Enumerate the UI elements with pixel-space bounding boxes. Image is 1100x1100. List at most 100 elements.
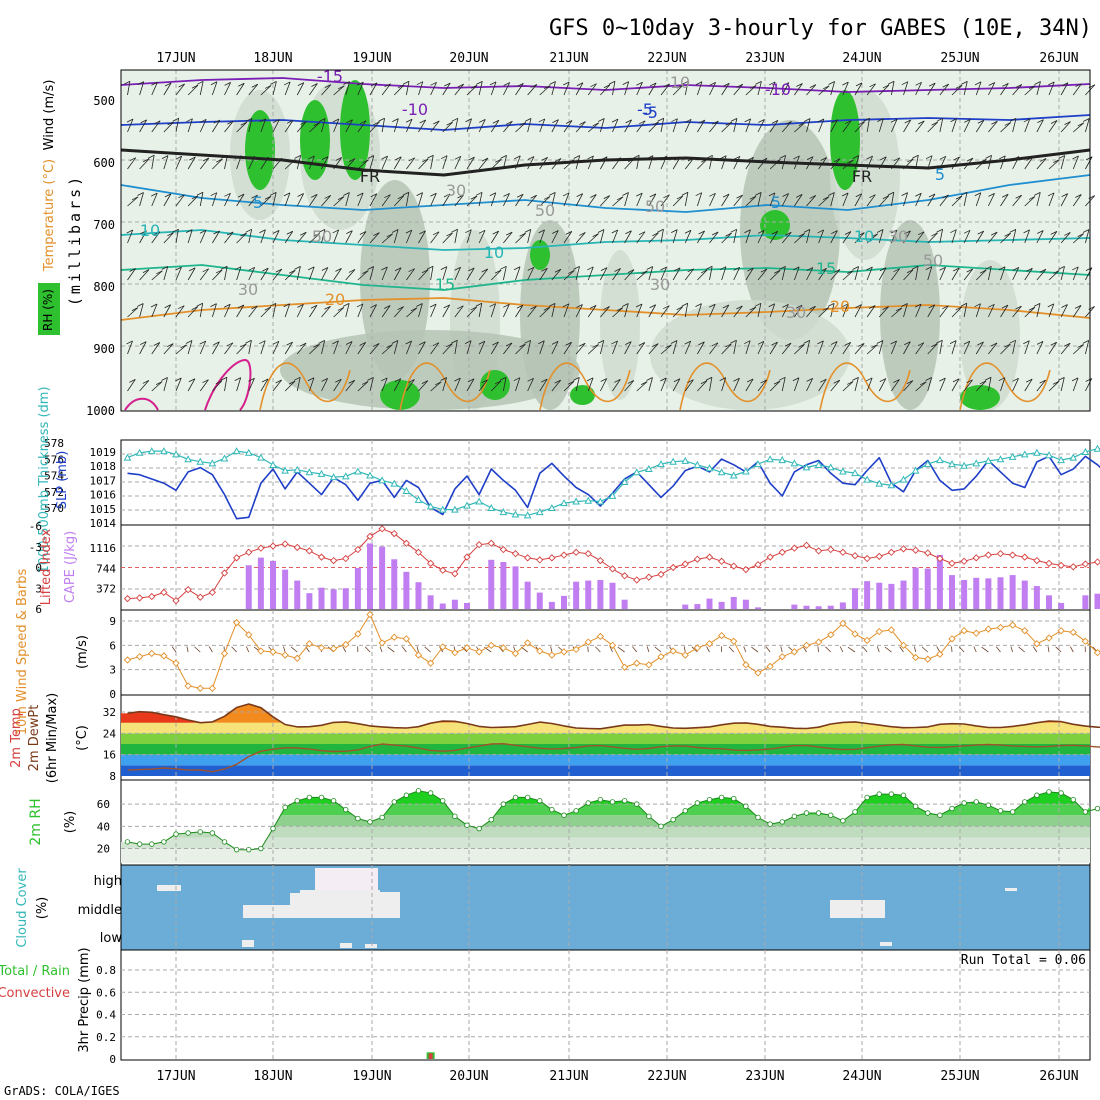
wind-barb-flag [383,305,391,309]
wind-barb [697,119,706,133]
li-marker [390,529,398,538]
wind-barb [927,266,933,281]
thickness-marker [984,456,993,464]
wind-barb-flag [164,193,172,198]
wind-barb [684,303,689,318]
wind-barb [842,381,854,392]
wind-barb-flag [681,191,689,196]
wind-barb-flag [516,304,524,309]
wind-barb [498,646,504,653]
rh-marker [888,791,895,797]
wind-barb-flag [332,229,339,234]
date-label: 23JUN [745,51,784,66]
wind-barb [163,82,172,96]
rh-marker [427,790,434,796]
wind-barb-flag [663,83,670,88]
wind-barb [563,231,573,244]
wind-barb [891,340,897,355]
wind-barb [818,118,825,133]
wind-barb [1072,305,1082,318]
wind-barb-flag [380,377,388,382]
wind-barb [393,229,399,244]
wind-barb [684,268,694,281]
contour-label: FR [360,167,380,186]
wind-barb [697,269,708,281]
cape-bar [815,606,822,609]
wind-barb-flag [925,155,933,160]
wind-barb-flag [397,306,404,310]
cape-bar [391,559,398,609]
li-marker [645,573,653,581]
wind-barb-flag [361,381,369,385]
upper-wind-barbs [123,80,1096,392]
wind-barb-flag [156,270,163,275]
precip-tick: 0.8 [96,964,116,977]
rh-marker [452,813,458,820]
wind-barb [817,646,820,653]
wind-barb [539,340,545,355]
wind-barb-flag [960,302,967,307]
wind-barb-flag [999,155,1006,160]
wind-marker [293,654,301,662]
wind-barb [854,155,860,170]
wind-marker [887,626,896,634]
wind-barb [866,344,878,355]
wind-barb [175,194,185,207]
minmax-label: (6hr Min/Max) [45,693,60,783]
rh-marker [476,825,482,832]
wind-barb [975,81,982,96]
wind-barb [806,340,811,355]
wind-barb [575,304,583,318]
wind-barb [951,195,963,207]
wind-barb [769,81,776,96]
rh-marker [488,816,494,823]
rh-marker [440,798,446,804]
wind-barb [284,159,296,170]
cape-bar [621,599,628,609]
wind-barb-flag [503,193,510,197]
wind-barb [478,379,488,392]
wind-barb [806,195,816,207]
wind-barb-flag [1077,122,1084,127]
li-marker [354,545,362,554]
wind-barb [309,122,321,133]
wind-barb [1036,119,1044,133]
wind-barb-flag [746,378,754,383]
wind-barb [818,340,824,355]
li-marker [754,561,762,569]
thickness-marker [802,463,811,471]
wind-barb [745,85,757,96]
li-marker [548,554,556,562]
wind-barb-flag [633,154,640,159]
wind-barb-flag [300,121,307,125]
wind-barb-flag [419,341,426,346]
thickness-marker [354,467,362,475]
wind-barb [866,266,873,281]
wind-barb-flag [990,342,998,347]
wind-barb-flag [238,82,245,87]
wind-barb-flag [939,377,946,382]
wind-barb-flag [798,233,805,237]
wind-barb-flag [199,229,207,234]
wind-barb [127,229,134,244]
wind-barb-flag [725,232,732,237]
wind-barb [683,646,686,653]
wind-barb-flag [478,229,486,234]
wind-barb [660,194,670,207]
wind-barb-flag [942,194,949,199]
wind-barb-flag [931,343,938,348]
wind-barb-flag [977,119,985,124]
wind-barb [878,340,884,355]
wind-barb [963,268,974,281]
wind-barb-flag [730,118,738,122]
li-marker [996,550,1005,558]
thickness-marker [948,460,956,468]
wind-tick: 9 [109,615,116,628]
rh-marker [706,796,713,803]
rh-tick: 40 [97,820,110,833]
wind-barb-flag [760,268,767,273]
thickness-marker [560,499,568,507]
